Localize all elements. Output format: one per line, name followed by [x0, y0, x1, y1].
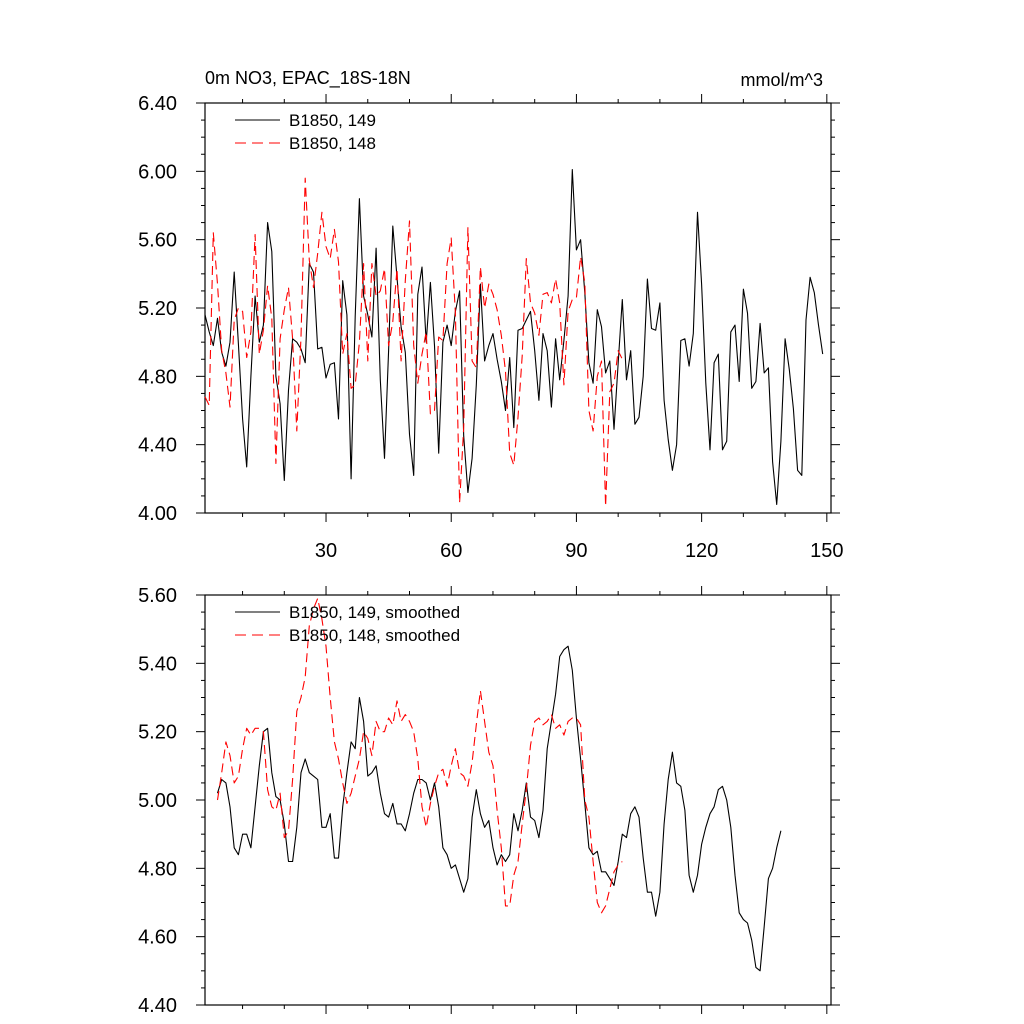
top-axis-ticks: 30 60 90 120 150 4.00 4.40 4.80 5.20 5.60 6.00 6.40 [138, 93, 843, 562]
y-tick-label: 4.80 [138, 858, 177, 880]
legend-label-series-1: B1850, 149 [289, 111, 376, 130]
y-tick-label: 5.00 [138, 790, 177, 812]
y-tick-label: 5.40 [138, 653, 177, 675]
y-tick-label: 4.60 [138, 927, 177, 949]
y-tick-label: 4.40 [138, 435, 177, 457]
bottom-series-line-1 [216, 645, 782, 972]
y-tick-label: 5.60 [138, 585, 177, 607]
y-tick-label: 4.00 [138, 503, 177, 525]
bottom-panel: 4.40 4.60 4.80 5.00 5.20 5.40 5.60 B1850, 149,… [138, 585, 840, 1017]
top-legend: B1850, 149 B1850, 148 [235, 111, 376, 153]
top-series-group [204, 169, 824, 507]
x-tick-label: 30 [315, 540, 337, 562]
top-panel: 0m NO3, EPAC_18S-18N mmol/m^3 30 60 90 120 1… [138, 68, 843, 562]
top-series-line-2 [204, 177, 623, 507]
top-plot-frame [204, 102, 832, 514]
y-tick-label: 5.60 [138, 230, 177, 252]
bottom-series-line-2 [216, 597, 623, 914]
y-tick-label: 5.20 [138, 722, 177, 744]
x-tick-label: 150 [810, 540, 843, 562]
x-tick-label: 90 [565, 540, 587, 562]
legend-label-smoothed-2: B1850, 148, smoothed [289, 626, 460, 645]
legend-label-smoothed-1: B1850, 149, smoothed [289, 603, 460, 622]
y-tick-label: 4.40 [138, 995, 177, 1017]
top-chart-title: 0m NO3, EPAC_18S-18N [205, 68, 411, 89]
y-tick-label: 6.40 [138, 93, 177, 115]
top-series-line-1 [204, 169, 824, 506]
top-chart-units: mmol/m^3 [741, 70, 823, 90]
y-tick-label: 4.80 [138, 366, 177, 388]
legend-label-series-2: B1850, 148 [289, 134, 376, 153]
y-tick-label: 5.20 [138, 298, 177, 320]
x-tick-label: 60 [440, 540, 462, 562]
bottom-axis-ticks: 4.40 4.60 4.80 5.00 5.20 5.40 5.60 [138, 585, 840, 1017]
bottom-series-group [216, 597, 782, 972]
bottom-legend: B1850, 149, smoothed B1850, 148, smoothe… [235, 603, 460, 645]
x-tick-label: 120 [685, 540, 718, 562]
y-tick-label: 6.00 [138, 161, 177, 183]
